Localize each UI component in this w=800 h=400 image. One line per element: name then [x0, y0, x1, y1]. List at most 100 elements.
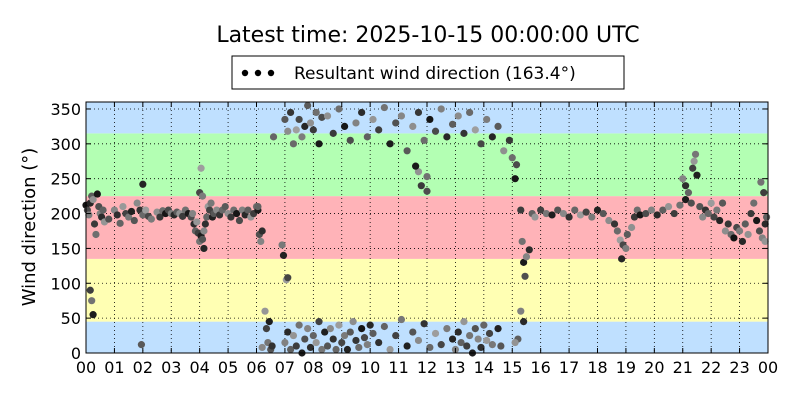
y-tick-label: 50: [61, 309, 81, 328]
data-point: [684, 189, 693, 197]
data-point: [518, 237, 526, 246]
data-point: [417, 182, 425, 190]
data-point: [116, 219, 124, 227]
data-point: [265, 318, 273, 326]
data-point: [269, 133, 278, 141]
data-point: [343, 345, 352, 354]
x-tick-label: 07: [275, 358, 295, 377]
data-point: [312, 338, 320, 347]
data-point: [488, 133, 496, 141]
x-tick-label: 20: [644, 358, 664, 377]
data-point: [335, 321, 343, 329]
data-point: [323, 112, 332, 120]
data-point: [203, 213, 211, 221]
data-point: [707, 199, 715, 207]
data-point: [520, 318, 528, 326]
data-point: [304, 324, 312, 333]
data-point: [201, 220, 209, 228]
data-point: [346, 328, 354, 336]
data-point: [642, 209, 650, 218]
data-point: [386, 345, 394, 354]
data-points: [82, 101, 771, 357]
data-point: [363, 341, 371, 349]
data-point: [761, 237, 769, 246]
data-point: [358, 324, 366, 333]
data-point: [137, 341, 146, 349]
data-point: [412, 162, 420, 170]
data-point: [244, 206, 252, 214]
data-point: [281, 338, 289, 347]
data-point: [193, 218, 201, 226]
data-point: [676, 201, 684, 209]
data-point: [750, 199, 758, 207]
data-point: [761, 220, 769, 228]
data-point: [610, 220, 619, 228]
data-point: [762, 213, 771, 221]
data-point: [760, 189, 768, 197]
data-point: [431, 127, 440, 135]
x-tick-label: 06: [246, 358, 266, 377]
data-point: [338, 338, 346, 347]
data-point: [92, 230, 100, 239]
data-point: [681, 196, 690, 204]
data-point: [485, 329, 494, 338]
data-point: [200, 244, 208, 253]
data-point: [335, 105, 343, 113]
data-point: [443, 133, 451, 141]
data-point: [454, 328, 462, 336]
data-point: [613, 227, 621, 235]
data-point: [691, 150, 700, 158]
data-point: [511, 338, 519, 347]
x-tick-label: 21: [673, 358, 693, 377]
data-point: [483, 115, 491, 124]
data-point: [375, 338, 383, 347]
axis-ticks: [85, 102, 769, 354]
data-point: [105, 215, 113, 223]
data-point: [133, 199, 141, 207]
data-point: [360, 334, 369, 342]
data-point: [521, 272, 529, 280]
data-point: [318, 345, 326, 354]
data-point: [409, 122, 417, 131]
x-tick-label: 18: [587, 358, 607, 377]
data-point: [659, 206, 667, 214]
x-tick-label: 14: [474, 358, 494, 377]
legend-marker-3: [267, 69, 275, 77]
data-point: [340, 122, 349, 131]
x-tick-label: 17: [559, 358, 579, 377]
data-point: [292, 342, 300, 350]
data-point: [477, 343, 485, 352]
data-point: [188, 209, 197, 218]
data-point: [460, 318, 468, 326]
data-point: [397, 315, 406, 324]
legend-label: Resultant wind direction (163.4°): [294, 64, 576, 84]
data-point: [559, 209, 568, 218]
data-point: [321, 328, 329, 336]
data-point: [460, 129, 468, 137]
y-tick-label: 0: [71, 344, 81, 363]
data-point: [315, 140, 323, 148]
data-point: [86, 286, 94, 294]
y-tick-label: 250: [50, 170, 81, 189]
data-point: [477, 140, 485, 148]
data-point: [744, 230, 752, 239]
data-point: [689, 164, 697, 172]
x-tick-label: 04: [189, 358, 209, 377]
x-tick-label: 10: [360, 358, 380, 377]
data-point: [443, 324, 451, 333]
x-tick-label: 08: [303, 358, 323, 377]
data-point: [340, 331, 349, 340]
data-point: [315, 318, 323, 326]
data-point: [653, 211, 661, 219]
data-point: [295, 115, 303, 124]
data-point: [358, 108, 366, 117]
data-point: [488, 341, 496, 349]
data-point: [262, 324, 271, 333]
data-point: [687, 199, 695, 207]
data-point: [306, 343, 315, 352]
data-point: [281, 115, 289, 124]
x-tick-labels: 00 01 02 03 04 05 06 07 08 09 10 11 12 13 14 15 16 17 18 19…: [76, 358, 778, 377]
x-tick-label: 01: [104, 358, 124, 377]
data-point: [471, 324, 479, 333]
data-point: [494, 122, 502, 131]
